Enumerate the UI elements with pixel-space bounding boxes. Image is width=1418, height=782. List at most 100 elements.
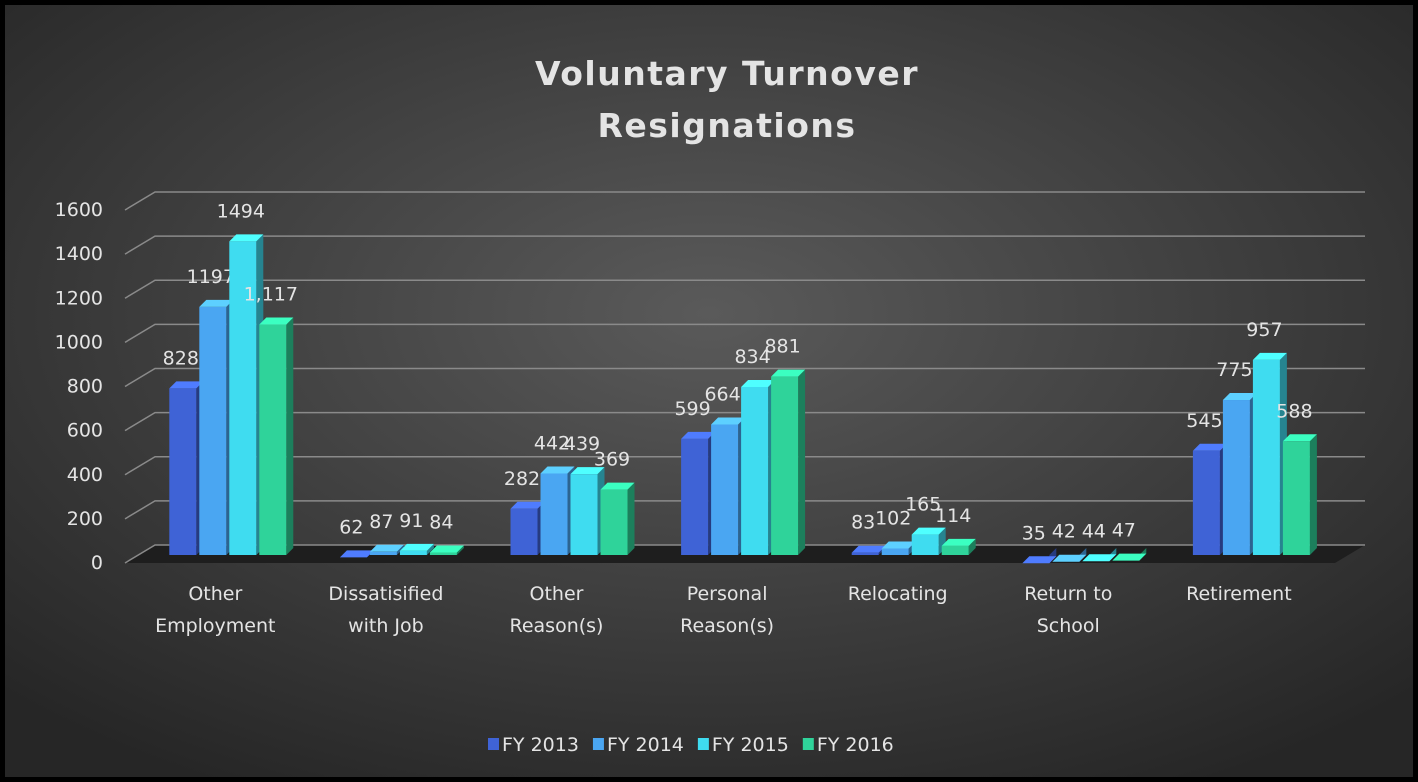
bar-side bbox=[286, 317, 294, 555]
bar bbox=[1282, 441, 1310, 555]
data-label: 957 bbox=[1246, 318, 1282, 340]
bar-top bbox=[339, 550, 374, 558]
data-label: 165 bbox=[905, 493, 941, 515]
x-tick-label: Retirement bbox=[1186, 583, 1292, 605]
grid-line bbox=[124, 500, 1365, 520]
bar bbox=[169, 388, 197, 555]
y-tick-label: 1000 bbox=[55, 331, 103, 353]
bar-top bbox=[1192, 443, 1227, 451]
bar bbox=[600, 489, 628, 555]
chart-title: Voluntary Turnover Resignations bbox=[535, 54, 919, 145]
bar-top bbox=[681, 431, 716, 439]
x-tick-label: Personal Reason(s) bbox=[680, 583, 774, 637]
grid-line bbox=[124, 235, 1365, 255]
bar-top bbox=[881, 541, 916, 549]
x-tick-label: Other Employment bbox=[155, 583, 275, 637]
grid-line bbox=[124, 279, 1365, 299]
data-label: 828 bbox=[163, 347, 199, 369]
data-label: 84 bbox=[429, 511, 453, 533]
bar bbox=[741, 386, 769, 555]
bar-top bbox=[941, 538, 976, 546]
data-label: 881 bbox=[764, 335, 800, 357]
bar-side bbox=[426, 543, 434, 555]
y-tick-label: 800 bbox=[67, 375, 103, 397]
bar-side bbox=[627, 482, 635, 555]
y-tick-label: 1200 bbox=[55, 287, 103, 309]
data-label: 1,117 bbox=[244, 283, 298, 305]
bar bbox=[429, 552, 457, 555]
bar bbox=[941, 545, 969, 555]
bar-side bbox=[1309, 434, 1317, 555]
bar-top bbox=[741, 379, 776, 387]
data-label: 442 bbox=[534, 432, 570, 454]
bar-top bbox=[429, 545, 464, 553]
bar bbox=[1192, 450, 1220, 555]
data-label: 35 bbox=[1022, 522, 1046, 544]
bar-top bbox=[570, 467, 605, 475]
data-label: 102 bbox=[875, 507, 911, 529]
bar bbox=[510, 508, 538, 555]
data-label: 87 bbox=[369, 510, 393, 532]
data-label: 664 bbox=[704, 383, 740, 405]
bar-top bbox=[711, 417, 746, 425]
legend-label: FY 2016 bbox=[817, 734, 894, 756]
bar-top bbox=[540, 466, 575, 474]
bar bbox=[681, 438, 709, 555]
bar-top bbox=[229, 234, 264, 242]
bar bbox=[851, 552, 879, 555]
bar-top bbox=[1282, 434, 1317, 442]
grid-line bbox=[124, 191, 1365, 211]
data-label: 42 bbox=[1052, 520, 1076, 542]
bar-side bbox=[396, 544, 404, 555]
data-label: 62 bbox=[339, 516, 363, 538]
grid-line bbox=[124, 411, 1365, 432]
y-tick-label: 1400 bbox=[55, 243, 103, 265]
bar-top bbox=[600, 482, 635, 490]
legend-swatch bbox=[488, 738, 499, 750]
bar-top bbox=[199, 299, 234, 307]
bar-top bbox=[169, 381, 204, 389]
bar bbox=[771, 376, 799, 555]
x-tick-label: Relocating bbox=[848, 583, 948, 605]
bar-top bbox=[1082, 554, 1117, 562]
bar-side bbox=[456, 545, 464, 555]
bar bbox=[1252, 359, 1280, 555]
bar-top bbox=[1112, 553, 1147, 561]
y-tick-label: 600 bbox=[67, 419, 103, 441]
y-tick-label: 0 bbox=[91, 552, 103, 574]
data-label: 834 bbox=[734, 345, 770, 367]
data-label: 1197 bbox=[187, 265, 235, 287]
bar-top bbox=[1022, 556, 1057, 564]
bar bbox=[881, 548, 909, 555]
bar-top bbox=[911, 527, 946, 535]
data-label: 369 bbox=[594, 448, 630, 470]
data-label: 83 bbox=[851, 511, 875, 533]
bar bbox=[259, 324, 287, 555]
y-tick-label: 400 bbox=[67, 463, 103, 485]
bar-top bbox=[259, 317, 294, 325]
data-label: 47 bbox=[1112, 519, 1136, 541]
bar-top bbox=[851, 545, 886, 553]
data-label: 599 bbox=[674, 397, 710, 419]
bar bbox=[540, 473, 568, 555]
bar-side bbox=[968, 538, 976, 555]
legend-label: FY 2014 bbox=[607, 734, 684, 756]
bar bbox=[911, 534, 939, 555]
data-label: 439 bbox=[564, 433, 600, 455]
y-tick-label: 200 bbox=[67, 507, 103, 529]
grid-line bbox=[124, 456, 1365, 476]
bar bbox=[711, 424, 739, 555]
bar bbox=[1222, 400, 1250, 555]
x-tick-label: Other Reason(s) bbox=[510, 583, 604, 637]
bar-side bbox=[798, 369, 806, 555]
data-label: 775 bbox=[1216, 359, 1252, 381]
bar bbox=[229, 241, 257, 556]
bar-top bbox=[399, 543, 434, 551]
bar-top bbox=[510, 501, 545, 509]
data-label: 545 bbox=[1186, 409, 1222, 431]
grid-line bbox=[124, 367, 1365, 388]
grid-line bbox=[124, 323, 1365, 344]
y-tick-label: 1600 bbox=[55, 199, 103, 221]
bar-top bbox=[1052, 554, 1087, 562]
